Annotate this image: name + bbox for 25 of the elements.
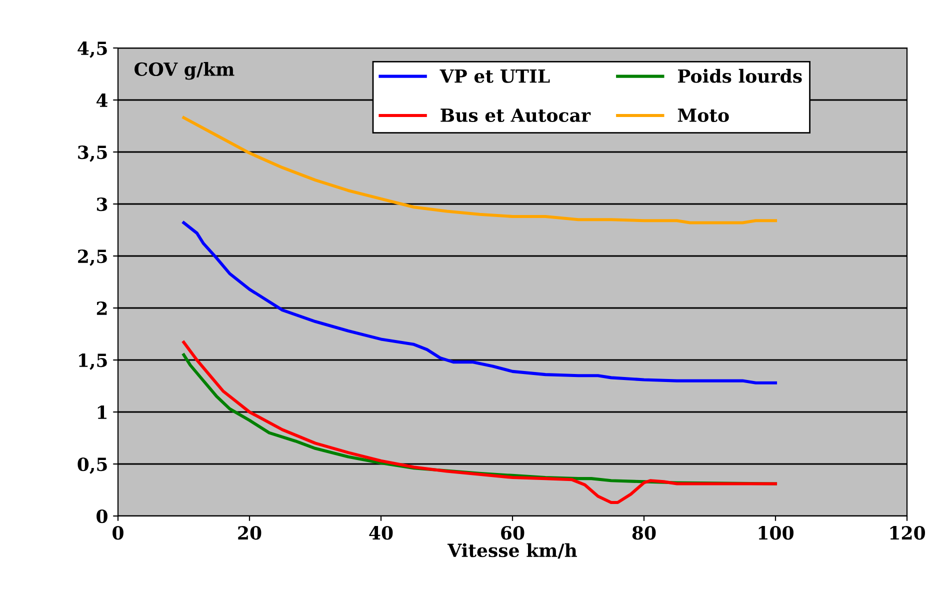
legend-label: VP et UTIL (440, 69, 550, 83)
y-tick-label: 4 (96, 93, 108, 107)
x-tick-label: 20 (238, 526, 262, 540)
x-tick-label: 40 (369, 526, 393, 540)
x-tick-label: 80 (632, 526, 656, 540)
line-series (182, 221, 778, 384)
y-tick-label: 1,5 (79, 353, 107, 370)
y-tick-label: 2,5 (78, 249, 107, 266)
x-tick-label: 120 (890, 526, 925, 540)
y-tick-label: 0 (96, 509, 108, 524)
y-tick-label: 3,5 (78, 145, 107, 162)
x-tick-label: 60 (501, 526, 524, 540)
y-tick-label: 0,5 (78, 457, 107, 474)
x-axis-title: Vitesse km/h (447, 543, 577, 559)
y-axis-title: COV g/km (134, 62, 234, 80)
line-series (182, 340, 778, 504)
x-tick-label: 0 (112, 526, 124, 540)
legend-label: Poids lourds (678, 68, 802, 83)
y-tick-label: 2 (96, 301, 107, 315)
y-tick-label: 3 (96, 197, 108, 212)
y-tick-label: 1 (98, 405, 106, 419)
y-tick-label: 4,5 (78, 41, 107, 58)
legend-label: Bus et Autocar (440, 108, 591, 122)
legend-label: Moto (678, 108, 729, 122)
x-tick-label: 100 (758, 526, 794, 540)
